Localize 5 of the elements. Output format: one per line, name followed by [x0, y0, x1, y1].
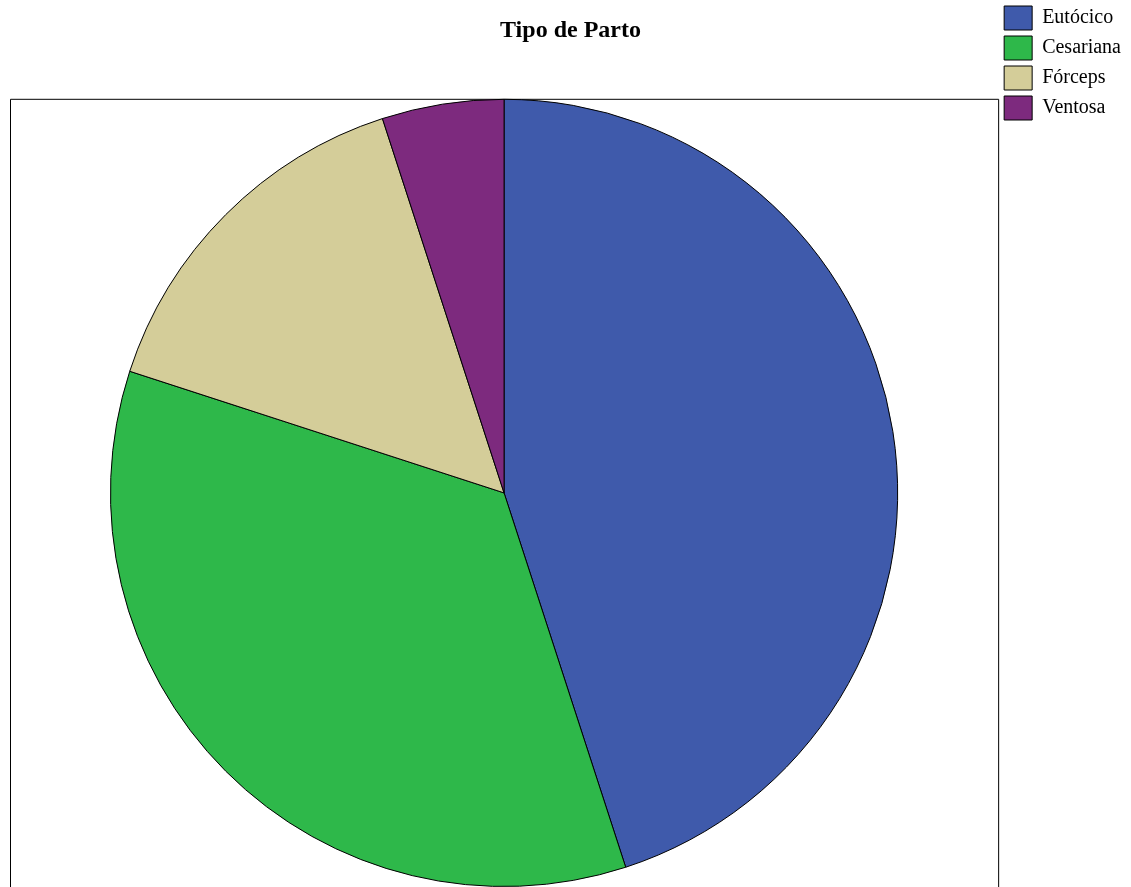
- legend-label: Fórceps: [1042, 65, 1106, 89]
- legend-label: Eutócico: [1042, 5, 1114, 28]
- chart-title: Tipo de Parto: [500, 15, 641, 42]
- legend-label: Cesariana: [1042, 35, 1122, 58]
- legend-label: Ventosa: [1042, 95, 1106, 118]
